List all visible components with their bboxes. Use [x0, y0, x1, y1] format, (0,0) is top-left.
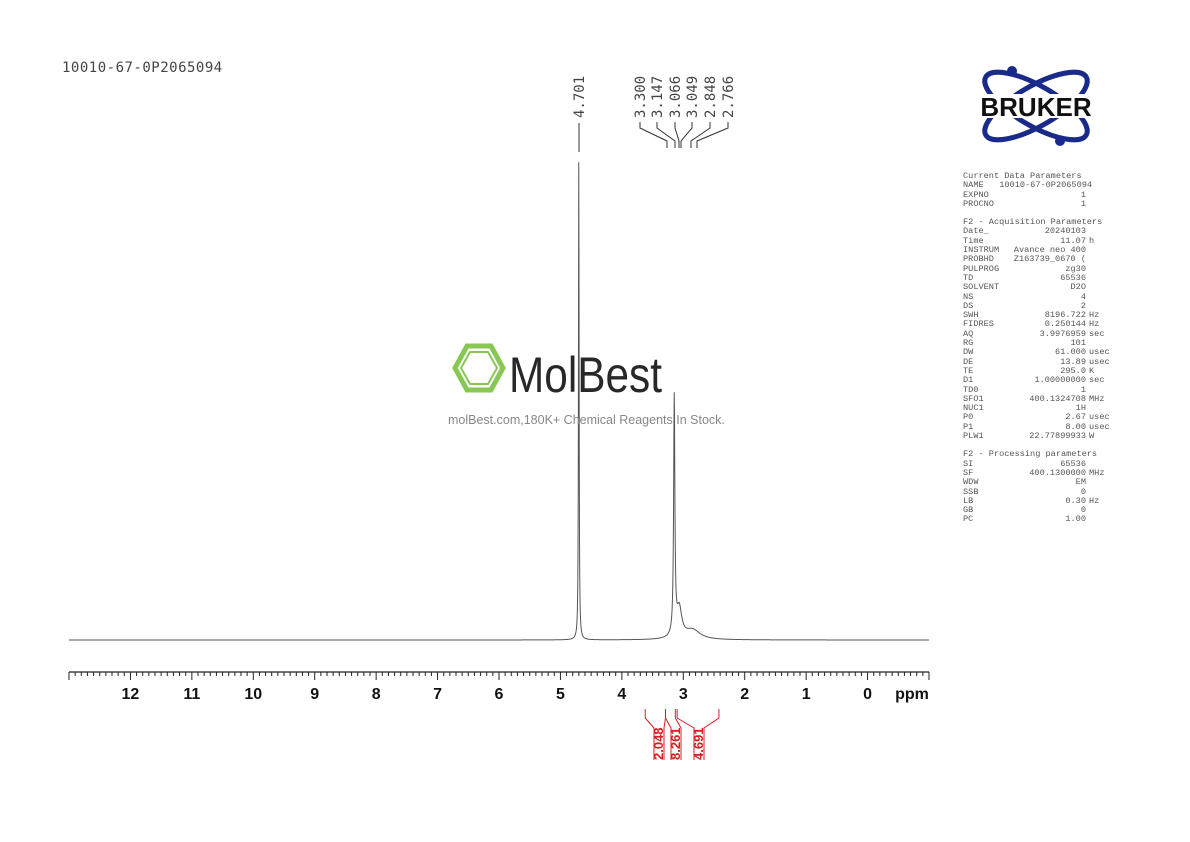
tick-label: 6	[495, 686, 504, 703]
param-row: RG 101	[963, 338, 1086, 349]
param-row: PLW1 22.77899933 W	[963, 431, 1095, 442]
param-row: DW 61.000 usec	[963, 347, 1110, 358]
param-row: SF 400.1300000 MHz	[963, 467, 1105, 478]
param-row: TE 295.0 K	[963, 365, 1095, 376]
tick-label: 1	[802, 686, 811, 703]
integral-value: 2.048	[651, 727, 666, 760]
param-row: SFO1 400.1324708 MHz	[963, 393, 1105, 404]
tick-label: 5	[556, 686, 565, 703]
integral-bracket	[664, 709, 672, 760]
integral-value: 4.691	[691, 727, 706, 760]
tick-label: 11	[183, 686, 200, 703]
param-row: AQ 3.9976959 sec	[963, 328, 1105, 339]
sample-name: 10010-67-0P2065094	[62, 60, 223, 76]
peak-label: 2.848	[703, 76, 719, 118]
param-row: PROCNO 1	[963, 198, 1086, 209]
parameter-table: Current Data Parameters NAME 10010-67-0P20…	[963, 171, 1111, 525]
peak-label: 4.701	[572, 76, 588, 118]
param-section-title: Current Data Parameters	[963, 171, 1082, 181]
molbest-watermark-logo: MolBest	[452, 343, 662, 403]
param-row: P1 8.00 usec	[963, 421, 1110, 432]
integral-value: 8.261	[668, 727, 683, 760]
integral-bracket	[703, 709, 720, 760]
peak-labels: 4.701 3.300 3.147 3.066 3.049 2.848 2.766	[572, 76, 737, 152]
param-row: EXPNO 1	[963, 189, 1086, 200]
param-row: NUC1 1H	[963, 403, 1086, 414]
axis-label: ppm	[895, 686, 929, 703]
peak-label: 3.147	[650, 76, 666, 118]
tick-label: 2	[740, 686, 749, 703]
param-row: SOLVENT D2O	[963, 282, 1086, 293]
param-section-title: F2 - Processing parameters	[963, 449, 1098, 460]
param-row: FIDRES 0.250144 Hz	[963, 319, 1100, 330]
param-row: TD 65536	[963, 272, 1086, 283]
watermark-tagline: molBest.com,180K+ Chemical Reagents In S…	[448, 413, 725, 427]
peak-leader	[639, 122, 668, 148]
peak-leader	[690, 122, 711, 148]
param-row: Time 11.07 h	[963, 235, 1095, 246]
param-row: D1 1.00000000 sec	[963, 375, 1105, 386]
peak-leader	[674, 122, 680, 148]
tick-label: 3	[679, 686, 688, 703]
integral-bracket	[644, 709, 655, 760]
peak-leader	[680, 122, 693, 148]
integral-bracket	[676, 709, 695, 760]
param-section-title: F2 - Acquisition Parameters	[963, 217, 1103, 228]
param-row: PROBHD Z163739_0670 (	[963, 254, 1086, 265]
param-row: WDW EM	[963, 477, 1086, 488]
peak-label: 3.049	[685, 76, 701, 118]
param-row: SSB 0	[963, 486, 1086, 497]
param-row: SWH 8196.722 Hz	[963, 310, 1100, 321]
param-row: DS 2	[963, 300, 1086, 311]
ppm-axis: 12 11 10 9 8 7 6 5 4 3 2 1 0 ppm	[68, 671, 930, 703]
param-row: P0 2.67 usec	[963, 412, 1110, 423]
tick-label: 10	[244, 686, 262, 703]
param-row: TD0 1	[963, 384, 1086, 395]
tick-label: 0	[863, 686, 872, 703]
param-row: GB 0	[963, 505, 1086, 516]
peak-label: 3.066	[668, 76, 684, 118]
peak-label: 2.766	[721, 76, 737, 118]
tick-label: 9	[310, 686, 319, 703]
svg-text:MolBest: MolBest	[509, 347, 662, 403]
param-row: NS 4	[963, 291, 1086, 302]
param-row: NAME 10010-67-0P2065094	[963, 180, 1093, 191]
peak-leader	[696, 122, 729, 148]
param-row: DE 13.89 usec	[963, 356, 1110, 367]
integrals: 2.048 8.261 4.691	[644, 709, 720, 760]
peak-leader	[656, 122, 676, 148]
param-row: INSTRUM Avance neo 400	[963, 245, 1086, 256]
tick-label: 4	[617, 686, 626, 703]
param-row: PC 1.00	[963, 514, 1086, 525]
tick-label: 8	[372, 686, 381, 703]
bruker-logo: BRUKER	[958, 66, 1114, 146]
tick-label: 12	[122, 686, 140, 703]
spectrum-line	[69, 162, 929, 641]
svg-text:BRUKER: BRUKER	[980, 92, 1091, 122]
integral-bracket	[674, 709, 682, 760]
tick-label: 7	[433, 686, 442, 703]
param-row: SI 65536	[963, 458, 1086, 469]
param-row: LB 0.30 Hz	[963, 495, 1100, 506]
param-row: PULPROG zg30	[963, 263, 1086, 274]
param-row: Date_ 20240103	[963, 226, 1086, 237]
peak-label: 3.300	[633, 76, 649, 118]
